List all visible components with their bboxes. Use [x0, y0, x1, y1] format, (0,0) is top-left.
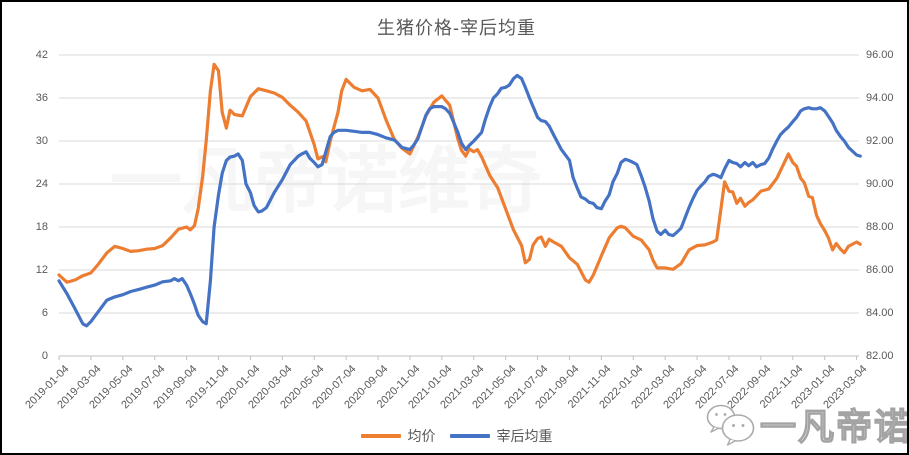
chart-title: 生猪价格-宰后均重 [377, 18, 536, 38]
y-right-tick-label: 82.00 [866, 350, 894, 362]
y-left-tick-label: 6 [41, 307, 48, 319]
y-right-tick-label: 94.00 [866, 92, 894, 104]
avg-price-legend-label: 均价 [407, 428, 436, 444]
y-right-tick-label: 88.00 [866, 221, 894, 233]
y-right-tick-label: 90.00 [866, 178, 894, 190]
y-left-tick-label: 0 [41, 350, 48, 362]
slaughter-weight-legend-label: 宰后均重 [496, 428, 553, 444]
avg-price-legend-line [360, 434, 401, 438]
y-left-tick-label: 12 [35, 264, 48, 276]
legend-item-slaughter-weight[interactable]: 宰后均重 [449, 426, 553, 446]
y-left-tick-label: 36 [35, 92, 48, 104]
y-right-tick-label: 84.00 [866, 307, 894, 319]
y-right-tick-label: 96.00 [866, 49, 894, 61]
y-left-tick-label: 18 [35, 221, 48, 233]
y-left-tick-label: 42 [35, 49, 48, 61]
slaughter-weight-legend-line [449, 434, 490, 438]
legend: 均价 宰后均重 [2, 426, 907, 446]
y-left-tick-label: 24 [35, 178, 48, 190]
legend-item-avg-price[interactable]: 均价 [360, 426, 436, 446]
series-line-avg-price [57, 62, 862, 284]
series-line-slaughter-weight [57, 73, 862, 328]
y-left-tick-label: 30 [35, 135, 48, 147]
y-right-tick-label: 86.00 [866, 264, 894, 276]
y-right-tick-label: 92.00 [866, 135, 894, 147]
